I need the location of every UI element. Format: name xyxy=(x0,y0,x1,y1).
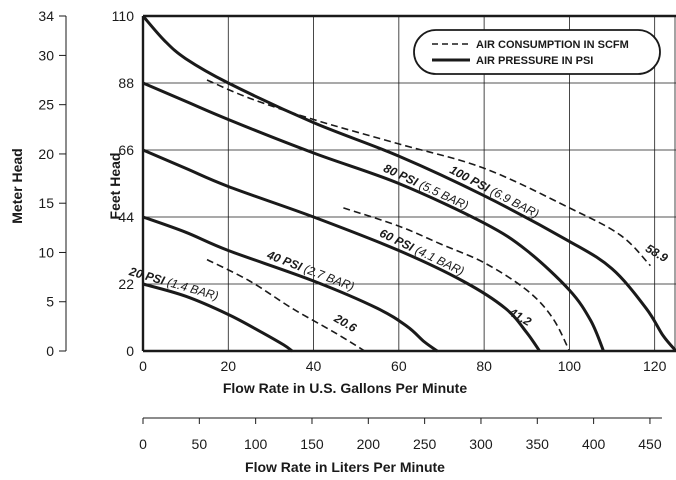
pressure-label-4: 20 PSI (1.4 BAR) xyxy=(127,264,220,303)
consumption-curve-0 xyxy=(206,258,366,352)
secondary-x-tick-label-150: 150 xyxy=(300,436,324,452)
series-group xyxy=(141,15,676,353)
secondary-x-tick-label-100: 100 xyxy=(244,436,268,452)
pressure-label-3: 40 PSI (2.7 BAR) xyxy=(264,247,356,293)
secondary-x-tick-label-50: 50 xyxy=(192,436,208,452)
secondary-y-axis-title: Meter Head xyxy=(9,148,25,223)
secondary-x-tick-label-300: 300 xyxy=(469,436,493,452)
y-tick-label-44: 44 xyxy=(118,209,134,225)
legend-label-consumption: AIR CONSUMPTION IN SCFM xyxy=(476,39,629,51)
pressure-label-2: 60 PSI (4.1 BAR) xyxy=(377,226,466,278)
x-tick-label-0: 0 xyxy=(139,358,147,374)
secondary-x-tick-label-350: 350 xyxy=(526,436,550,452)
y-tick-label-0: 0 xyxy=(126,343,134,359)
y-tick-label-22: 22 xyxy=(118,276,134,292)
pressure-curve-3 xyxy=(142,215,439,353)
x-tick-label-100: 100 xyxy=(558,358,582,374)
x-tick-label-120: 120 xyxy=(643,358,667,374)
x-tick-label-40: 40 xyxy=(306,358,322,374)
secondary-y-tick-label-30: 30 xyxy=(38,47,54,63)
pressure-curve-0 xyxy=(141,15,676,352)
x-tick-label-80: 80 xyxy=(476,358,492,374)
x-tick-label-20: 20 xyxy=(220,358,236,374)
y-tick-label-66: 66 xyxy=(118,142,134,158)
gridlines xyxy=(143,14,676,351)
axes-group: 0 22 44 66 88 110 0 20 40 60 80 100 120 0 5 10 15 20 25 30 3… xyxy=(38,8,676,452)
secondary-x-tick-label-400: 400 xyxy=(582,436,606,452)
secondary-y-tick-label-15: 15 xyxy=(38,195,54,211)
secondary-x-tick-label-250: 250 xyxy=(413,436,437,452)
secondary-y-tick-label-25: 25 xyxy=(38,97,54,113)
consumption-curve-1 xyxy=(343,207,571,352)
pressure-curve-2 xyxy=(142,148,541,352)
y-tick-label-88: 88 xyxy=(118,75,134,91)
secondary-x-tick-label-200: 200 xyxy=(357,436,381,452)
secondary-x-axis-title: Flow Rate in Liters Per Minute xyxy=(245,459,445,475)
consumption-label-2: 58.9 xyxy=(643,241,671,265)
secondary-y-tick-label-0: 0 xyxy=(46,343,54,359)
secondary-x-tick-label-450: 450 xyxy=(638,436,662,452)
secondary-y-tick-label-10: 10 xyxy=(38,244,54,260)
x-axis-title: Flow Rate in U.S. Gallons Per Minute xyxy=(223,380,467,396)
y-axis-title: Feet Head xyxy=(107,153,123,220)
legend-label-pressure: AIR PRESSURE IN PSI xyxy=(476,55,593,67)
pressure-curve-4 xyxy=(142,282,294,353)
legend: AIR CONSUMPTION IN SCFM AIR PRESSURE IN … xyxy=(413,29,661,75)
consumption-label-0: 20.6 xyxy=(331,311,359,335)
pressure-curve-1 xyxy=(142,81,605,352)
x-tick-label-60: 60 xyxy=(391,358,407,374)
secondary-y-tick-label-5: 5 xyxy=(46,294,54,310)
pressure-label-bar-3: (2.7 BAR) xyxy=(302,262,356,294)
consumption-curve-2 xyxy=(206,79,651,267)
legend-box xyxy=(413,29,661,75)
secondary-x-tick-label-0: 0 xyxy=(139,436,147,452)
secondary-y-tick-label-20: 20 xyxy=(38,146,54,162)
secondary-y-tick-label-34: 34 xyxy=(38,8,54,24)
y-tick-label-110: 110 xyxy=(112,8,135,24)
